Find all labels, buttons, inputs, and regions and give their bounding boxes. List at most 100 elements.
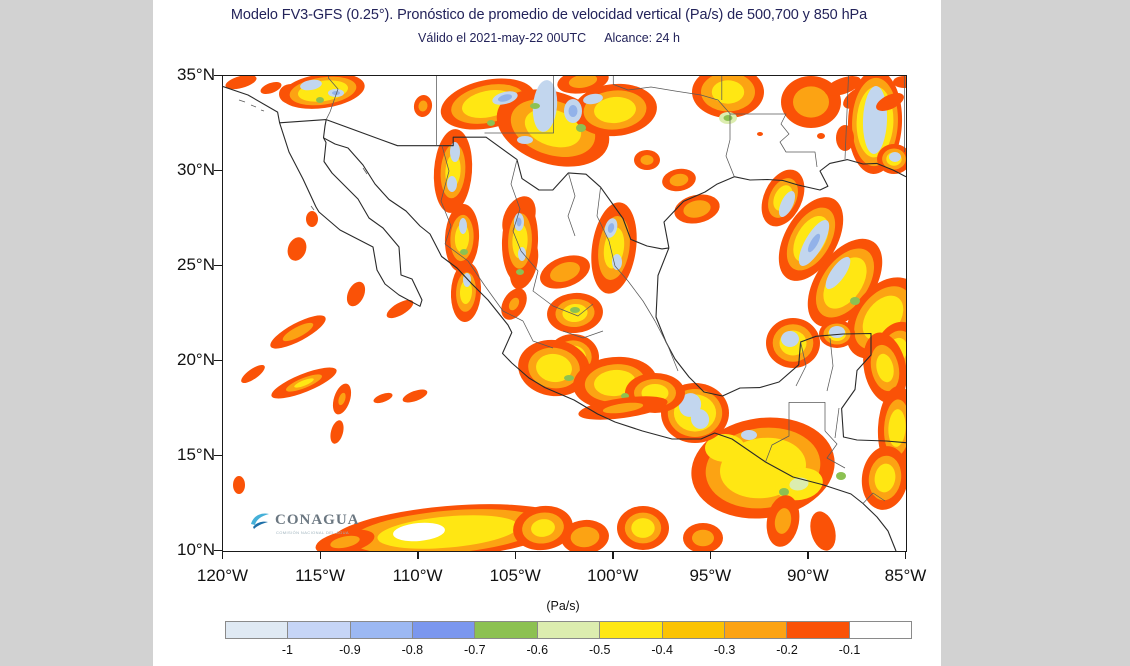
contour-blob <box>781 331 799 347</box>
contour-blob <box>300 79 322 91</box>
contour-blob <box>774 508 792 534</box>
contour-blob <box>447 176 457 192</box>
contour-blob <box>532 80 558 132</box>
contour-blob <box>683 200 711 218</box>
contour-blob <box>460 249 468 255</box>
contour-blob <box>564 375 574 381</box>
lon-axis-label: 90°W <box>787 566 829 585</box>
forecast-map <box>222 75 907 552</box>
contour-blob <box>789 477 809 491</box>
state-boundary-path <box>795 341 807 387</box>
colorbar-tick-label: -0.8 <box>401 643 424 657</box>
coastline-border-path <box>663 159 906 249</box>
contour-blob <box>316 97 324 103</box>
state-boundary-path <box>260 109 265 112</box>
lat-axis-tick <box>214 359 222 361</box>
lat-axis-label: 20°N <box>177 350 215 369</box>
colorbar-cell <box>536 621 601 639</box>
contour-blob <box>508 297 520 311</box>
contour-blob <box>418 100 428 112</box>
contour-blob <box>640 155 654 165</box>
lat-axis-tick <box>214 264 222 266</box>
colorbar-cell <box>225 621 289 639</box>
contour-blob <box>810 511 836 551</box>
state-boundary-path <box>440 145 452 245</box>
lat-axis-tick <box>214 169 222 171</box>
state-boundary-path <box>444 243 486 287</box>
contour-blob <box>518 247 526 261</box>
contour-blob <box>757 132 763 136</box>
contour-blob <box>779 488 789 496</box>
conagua-subtext: COMISIÓN NACIONAL DEL AGUA <box>276 530 350 535</box>
contour-blob <box>711 80 745 104</box>
contour-blob <box>497 94 513 102</box>
coastline-border-path <box>223 85 423 307</box>
lon-axis-label: 85°W <box>884 566 927 585</box>
valid-time-label: Válido el 2021-may-22 00UTC <box>418 31 587 45</box>
state-boundary-path <box>765 402 826 463</box>
contour-blob <box>836 472 846 480</box>
contour-blob <box>402 389 428 403</box>
contour-blob <box>607 223 615 233</box>
contour-blob <box>294 378 314 388</box>
contour-blob <box>225 76 257 90</box>
colorbar-tick-label: -0.1 <box>838 643 861 657</box>
lon-axis-label: 115°W <box>295 566 346 585</box>
colorbar-cell <box>786 621 850 639</box>
contour-blob <box>583 93 603 105</box>
contour-blob <box>825 256 851 290</box>
lon-axis-tick <box>612 551 614 559</box>
colorbar-tick-label: -0.5 <box>588 643 611 657</box>
state-boundary-path <box>362 167 368 175</box>
colorbar-tick-label: -1 <box>281 643 294 657</box>
lon-axis-tick <box>807 551 809 559</box>
contour-blob <box>386 299 414 319</box>
coastline-border-path <box>655 247 906 444</box>
contour-blob <box>306 211 318 227</box>
lon-axis-label: 95°W <box>689 566 732 585</box>
state-boundary-path <box>484 76 554 134</box>
lon-axis-label: 100°W <box>587 566 639 585</box>
conagua-wordmark: CONAGUA <box>275 512 360 528</box>
contour-blob <box>536 353 572 383</box>
contour-blob <box>876 93 904 111</box>
chart-panel: Modelo FV3-GFS (0.25°). Pronóstico de pr… <box>153 0 941 666</box>
lon-axis-tick <box>222 551 224 559</box>
lon-axis-tick <box>417 551 419 559</box>
colorbar-cell <box>848 621 912 639</box>
state-boundary-path <box>522 320 554 349</box>
contour-blob <box>824 76 862 96</box>
contour-blob <box>550 262 580 282</box>
colorbar-tick-label: -0.6 <box>526 643 549 657</box>
lon-axis-label: 105°W <box>489 566 541 585</box>
contour-blob <box>829 326 845 338</box>
contour-blob <box>602 402 644 414</box>
state-boundary-path <box>824 430 846 469</box>
colorbar-cell <box>723 621 788 639</box>
state-boundary-path <box>238 99 246 103</box>
colorbar-cell <box>349 621 414 639</box>
contour-blob <box>393 522 445 542</box>
contour-blob <box>893 76 906 88</box>
contour-blob <box>568 76 598 88</box>
state-boundary-path <box>484 285 524 322</box>
colorbar-tick-label: -0.9 <box>339 643 361 657</box>
lon-axis-label: 120°W <box>196 566 249 585</box>
lat-axis-label: 10°N <box>177 540 215 559</box>
contour-blob <box>233 476 245 494</box>
contour-blob <box>516 217 522 227</box>
contour-blob <box>516 269 524 275</box>
contour-blob <box>568 105 578 117</box>
contour-blob <box>346 281 366 307</box>
colorbar <box>225 621 912 639</box>
colorbar-tick-label: -0.7 <box>464 643 486 657</box>
state-boundary-path <box>834 407 840 439</box>
colorbar-cell <box>474 621 538 639</box>
contour-blob <box>807 233 821 253</box>
lat-axis-tick <box>214 454 222 456</box>
colorbar-cell <box>661 621 725 639</box>
contour-blob <box>459 218 467 234</box>
state-boundary-path <box>654 320 679 372</box>
state-boundary-path <box>596 187 629 282</box>
